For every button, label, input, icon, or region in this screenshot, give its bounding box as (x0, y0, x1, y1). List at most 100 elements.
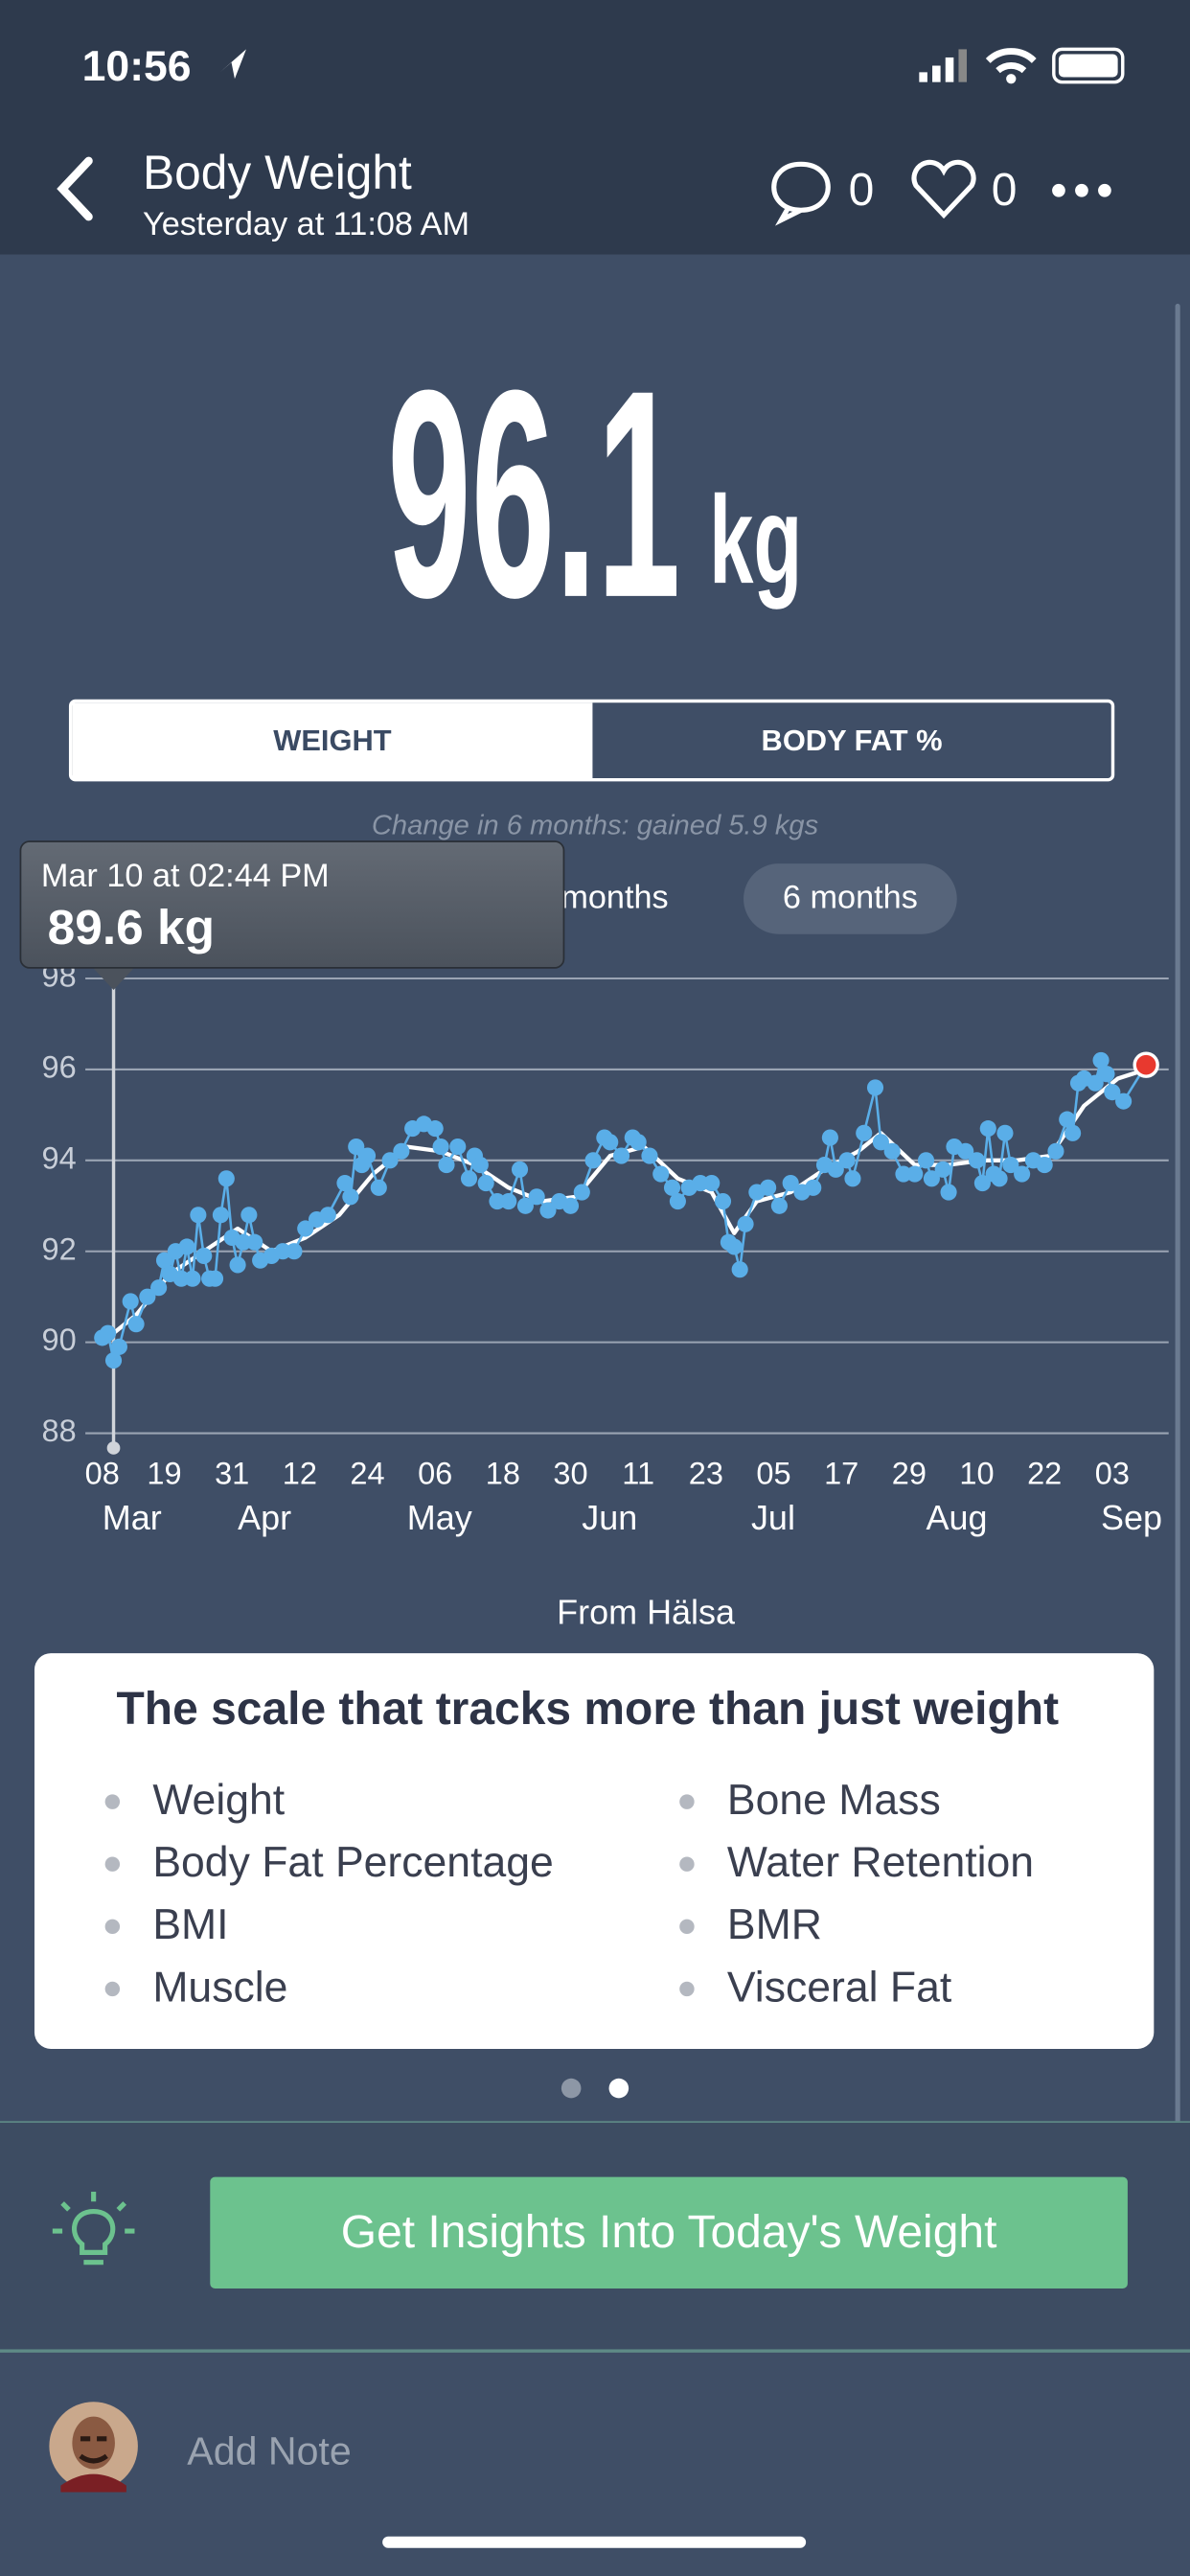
page-dot[interactable] (561, 2078, 582, 2099)
data-point (432, 1138, 449, 1156)
data-point (1104, 1084, 1121, 1101)
data-point (184, 1270, 201, 1287)
data-point (821, 1129, 838, 1146)
data-point (996, 1124, 1014, 1141)
feature-item: Water Retention (726, 1836, 1035, 1887)
data-point (212, 1207, 229, 1224)
data-point (336, 1174, 354, 1192)
y-tick-label: 90 (42, 1322, 77, 1357)
data-point (895, 1165, 912, 1183)
x-tick-label: 17 (824, 1457, 858, 1491)
header-subtitle: Yesterday at 11:08 AM (143, 206, 470, 243)
data-point (652, 1165, 670, 1183)
y-tick-label: 96 (42, 1050, 77, 1085)
data-point (1014, 1165, 1031, 1183)
data-point (940, 1184, 957, 1201)
data-point (872, 1134, 889, 1151)
data-point (725, 1238, 743, 1255)
tab[interactable]: BODY FAT % (761, 724, 943, 757)
x-tick-label: 22 (1027, 1457, 1062, 1491)
scrollbar (1175, 303, 1180, 2209)
data-point (805, 1179, 822, 1196)
feature-item: BMR (726, 1899, 822, 1949)
data-point (838, 1152, 856, 1169)
promo-source: From Hälsa (557, 1594, 736, 1632)
data-point (516, 1197, 534, 1214)
data-point (737, 1215, 754, 1232)
x-tick-label: 10 (959, 1457, 994, 1491)
data-point (460, 1170, 478, 1187)
page-dot[interactable] (608, 2078, 629, 2099)
data-point (906, 1165, 924, 1183)
data-point (127, 1316, 145, 1333)
data-point (370, 1179, 387, 1196)
avatar[interactable] (48, 2401, 140, 2493)
data-point (178, 1238, 195, 1255)
like-count[interactable]: 0 (991, 164, 1018, 216)
data-point (426, 1120, 444, 1138)
data-point (100, 1324, 117, 1342)
bullet (104, 1981, 121, 1997)
change-text: Change in 6 months: gained 5.9 kgs (371, 809, 819, 841)
data-point (979, 1120, 996, 1138)
data-point (348, 1138, 365, 1156)
month-label: Jul (751, 1498, 795, 1537)
insights-button[interactable]: Get Insights Into Today's Weight (210, 2176, 1128, 2289)
month-label: Jun (582, 1498, 637, 1537)
header-title: Body Weight (143, 148, 412, 200)
tab[interactable]: WEIGHT (72, 702, 593, 779)
data-point (274, 1243, 291, 1260)
data-point (528, 1188, 545, 1206)
data-point (844, 1170, 861, 1187)
note-input[interactable]: Add Note (187, 2429, 352, 2474)
header-icons (57, 47, 1125, 226)
data-point (150, 1279, 168, 1297)
data-point (172, 1270, 190, 1287)
y-tick-label: 94 (42, 1140, 77, 1175)
comment-count[interactable]: 0 (848, 164, 875, 216)
y-tick-label: 88 (42, 1414, 77, 1448)
data-point (477, 1174, 494, 1192)
data-point (104, 1352, 123, 1369)
data-point (539, 1202, 557, 1219)
data-point (286, 1243, 303, 1260)
feature-item: Weight (152, 1774, 286, 1825)
x-tick-label: 03 (1095, 1457, 1130, 1491)
data-point (760, 1179, 777, 1196)
data-point (1133, 1051, 1159, 1078)
tab-group: WEIGHT BODY FAT % (68, 699, 1115, 782)
data-point (602, 1134, 619, 1151)
tooltip-value: 89.6 kg (47, 901, 215, 956)
weight-value: 96.1 (387, 330, 681, 660)
feature-item: Bone Mass (726, 1774, 941, 1825)
promo-card[interactable]: The scale that tracks more than just wei… (34, 1653, 1155, 2049)
x-tick-label: 24 (350, 1457, 384, 1491)
data-point (856, 1124, 873, 1141)
x-tick-label: 05 (756, 1457, 790, 1491)
x-tick-label: 18 (486, 1457, 520, 1491)
y-tick-label: 92 (42, 1231, 77, 1266)
data-point (240, 1207, 258, 1224)
data-point (489, 1192, 506, 1210)
tooltip-arrow (90, 965, 137, 990)
range-button[interactable]: 6 months (744, 863, 957, 934)
data-point (561, 1197, 580, 1214)
data-point (612, 1147, 630, 1164)
data-point (511, 1161, 529, 1178)
x-tick-label: 08 (85, 1457, 120, 1491)
data-point (692, 1174, 709, 1192)
data-point (206, 1270, 224, 1287)
feature-item: Muscle (152, 1962, 288, 2012)
data-line (101, 1059, 1148, 1362)
data-point (500, 1192, 517, 1210)
data-point (229, 1256, 246, 1274)
data-point (1059, 1111, 1076, 1128)
data-point (358, 1147, 377, 1164)
data-point (342, 1188, 359, 1206)
data-point (973, 1174, 991, 1192)
bullet (679, 1981, 695, 1997)
month-label: Sep (1101, 1498, 1162, 1537)
data-point (770, 1197, 788, 1214)
